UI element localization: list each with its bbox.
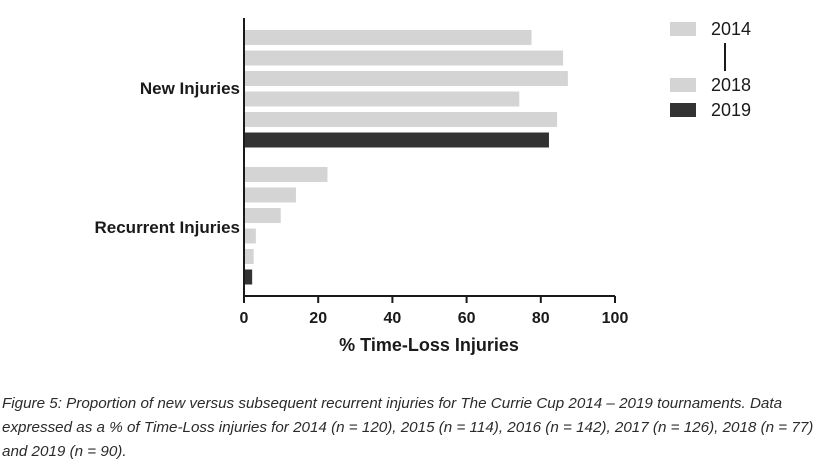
bar-2016-new bbox=[244, 71, 568, 86]
x-tick-label: 80 bbox=[532, 310, 550, 327]
legend-label-2018: 2018 bbox=[711, 75, 751, 95]
legend-swatch-2014 bbox=[670, 22, 696, 36]
legend: 2014 2018 2019 bbox=[670, 19, 751, 120]
category-label: Recurrent Injuries bbox=[95, 218, 241, 237]
x-tick-label: 100 bbox=[602, 310, 629, 327]
category-label: New Injuries bbox=[140, 79, 240, 98]
legend-swatch-2019 bbox=[670, 103, 696, 117]
x-tick-label: 0 bbox=[240, 310, 249, 327]
legend-swatch-2018 bbox=[670, 78, 696, 92]
x-axis-ticks: 0 20 40 60 80 100 bbox=[240, 296, 629, 327]
x-tick-label: 20 bbox=[309, 310, 327, 327]
legend-label-2019: 2019 bbox=[711, 100, 751, 120]
bar-2014-recurrent bbox=[244, 167, 328, 182]
bar-2014-new bbox=[244, 30, 532, 45]
bar-2017-recurrent bbox=[244, 228, 256, 244]
bar-2018-new bbox=[244, 112, 558, 127]
bar-2019-recurrent bbox=[244, 269, 253, 285]
bar-2017-new bbox=[244, 91, 520, 107]
x-tick-label: 40 bbox=[384, 310, 402, 327]
bar-chart: 0 20 40 60 80 100 New Injuries Recurrent Injur… bbox=[95, 18, 751, 355]
figure-caption: Figure 5: Proportion of new versus subse… bbox=[2, 395, 814, 460]
x-axis-title: % Time-Loss Injuries bbox=[339, 335, 519, 355]
bar-2018-recurrent bbox=[244, 249, 254, 264]
bar-2015-new bbox=[244, 50, 564, 66]
bar-2015-recurrent bbox=[244, 187, 296, 203]
bars-group bbox=[244, 30, 568, 285]
legend-label-2014: 2014 bbox=[711, 19, 751, 39]
bar-2016-recurrent bbox=[244, 208, 281, 223]
bar-2019-new bbox=[244, 132, 549, 148]
category-labels: New Injuries Recurrent Injuries bbox=[95, 79, 241, 237]
x-tick-label: 60 bbox=[458, 310, 476, 327]
